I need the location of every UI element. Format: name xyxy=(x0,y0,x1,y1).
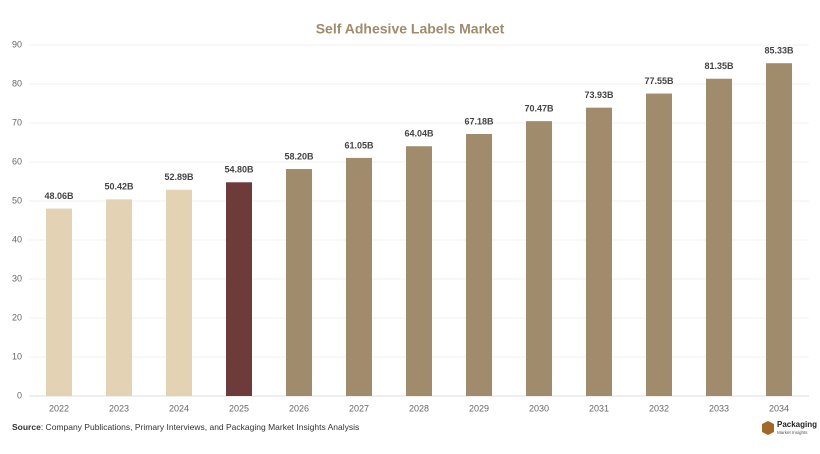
x-tick-label: 2022 xyxy=(49,403,69,413)
y-tick-label: 10 xyxy=(12,351,22,361)
logo-name: Packaging xyxy=(777,420,817,429)
x-tick-label: 2023 xyxy=(109,403,129,413)
bar xyxy=(406,146,432,396)
bar xyxy=(166,189,192,396)
y-tick-label: 20 xyxy=(12,312,22,322)
x-tick-label: 2026 xyxy=(289,403,309,413)
bar xyxy=(706,78,732,397)
logo: Packaging Market Insights xyxy=(762,420,817,435)
value-label: 77.55B xyxy=(644,76,674,86)
value-label: 50.42B xyxy=(104,182,134,192)
source-note: Source: Company Publications, Primary In… xyxy=(12,422,359,432)
y-tick-label: 50 xyxy=(12,195,22,205)
value-label: 52.89B xyxy=(164,172,194,182)
bar xyxy=(106,199,132,396)
y-tick-label: 0 xyxy=(17,390,22,400)
x-tick-label: 2030 xyxy=(529,403,549,413)
bar xyxy=(526,121,552,397)
x-tick-label: 2027 xyxy=(349,403,369,413)
bar xyxy=(466,133,492,397)
bar xyxy=(346,157,372,396)
x-tick-label: 2031 xyxy=(589,403,609,413)
y-tick-label: 40 xyxy=(12,234,22,244)
y-tick-label: 60 xyxy=(12,156,22,166)
chart-title: Self Adhesive Labels Market xyxy=(316,21,505,37)
x-tick-label: 2032 xyxy=(649,403,669,413)
y-tick-label: 30 xyxy=(12,273,22,283)
value-label: 85.33B xyxy=(764,46,794,56)
logo-tagline: Market Insights xyxy=(777,430,808,435)
y-tick-label: 80 xyxy=(12,78,22,88)
x-tick-label: 2033 xyxy=(709,403,729,413)
logo-icon xyxy=(762,421,774,435)
x-tick-label: 2025 xyxy=(229,403,249,413)
value-label: 67.18B xyxy=(464,116,494,126)
value-label: 58.20B xyxy=(284,151,314,161)
bar xyxy=(286,169,312,396)
bar xyxy=(646,93,672,397)
bar xyxy=(766,63,792,396)
source-label: Source xyxy=(12,422,41,432)
bar xyxy=(46,208,72,396)
value-label: 54.80B xyxy=(224,165,254,175)
x-tick-label: 2034 xyxy=(769,403,789,413)
x-tick-label: 2029 xyxy=(469,403,489,413)
value-label: 61.05B xyxy=(344,140,374,150)
y-tick-label: 90 xyxy=(12,39,22,49)
value-label: 73.93B xyxy=(584,90,614,100)
source-text: : Company Publications, Primary Intervie… xyxy=(41,422,359,432)
value-label: 48.06B xyxy=(44,191,74,201)
bar xyxy=(586,107,612,396)
value-label: 70.47B xyxy=(524,104,554,114)
x-tick-label: 2028 xyxy=(409,403,429,413)
value-label: 64.04B xyxy=(404,129,434,139)
x-tick-label: 2024 xyxy=(169,403,189,413)
value-label: 81.35B xyxy=(704,61,734,71)
bar xyxy=(226,182,252,396)
y-tick-label: 70 xyxy=(12,117,22,127)
